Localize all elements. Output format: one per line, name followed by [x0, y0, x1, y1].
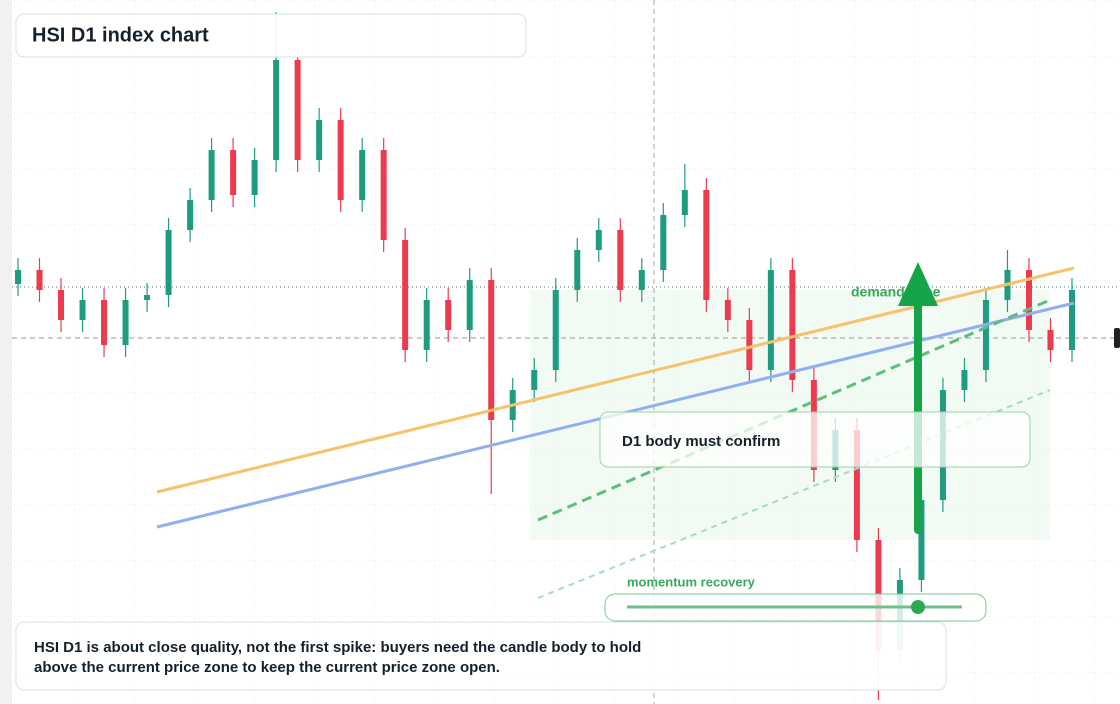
- candle-body: [144, 295, 151, 300]
- callout-text: D1 body must confirm: [622, 433, 780, 450]
- candle-body: [122, 300, 129, 345]
- candle-body: [853, 430, 860, 540]
- candle-body: [1047, 330, 1054, 350]
- candle-body: [165, 230, 172, 295]
- candle-body: [359, 150, 366, 200]
- candle-body: [918, 500, 925, 580]
- candle-body: [187, 200, 194, 230]
- candle-body: [445, 300, 452, 330]
- candle-body: [961, 370, 968, 390]
- candle-body: [79, 300, 86, 320]
- arrow-head: [898, 262, 938, 306]
- slider-knob: [911, 600, 925, 614]
- candle-body: [595, 230, 602, 250]
- candle-body: [208, 150, 215, 200]
- callout-box: [599, 411, 1031, 468]
- candle-body: [638, 270, 645, 290]
- candle-body: [767, 270, 774, 370]
- candle-body: [316, 120, 323, 160]
- candle-body: [1069, 290, 1075, 350]
- candle-body: [789, 270, 796, 380]
- candle-body: [681, 190, 688, 215]
- candle-body: [982, 300, 989, 370]
- candle-body: [531, 370, 538, 390]
- candle-body: [36, 270, 43, 290]
- candle-body: [552, 290, 559, 370]
- candle-body: [230, 150, 237, 195]
- candle-body: [101, 300, 108, 345]
- edge-icon: [1114, 328, 1120, 348]
- title-box: [15, 13, 527, 58]
- candle-body: [660, 215, 667, 270]
- candle-body: [724, 300, 731, 320]
- chart-title: HSI D1 index chart: [32, 24, 209, 46]
- candle-body: [380, 150, 387, 240]
- candle-body: [574, 250, 581, 290]
- candle-body: [1025, 270, 1032, 330]
- candle-body: [617, 230, 624, 290]
- candle-body: [251, 160, 258, 195]
- slider-label: momentum recovery: [627, 574, 756, 589]
- candle-body: [488, 280, 495, 420]
- caption-box: [15, 621, 947, 691]
- candle-body: [337, 120, 344, 200]
- candle-body: [746, 320, 753, 370]
- candle-body: [466, 280, 473, 330]
- candle-body: [402, 240, 409, 350]
- candle-body: [58, 290, 65, 320]
- candle-body: [703, 190, 710, 300]
- candle-body: [273, 60, 280, 160]
- caption-line: HSI D1 is about close quality, not the f…: [34, 639, 641, 656]
- candle-body: [294, 60, 301, 160]
- left-edge: [0, 0, 12, 704]
- channel-lower: [537, 389, 1051, 599]
- caption-line: above the current price zone to keep the…: [34, 659, 500, 676]
- candle-body: [15, 270, 21, 284]
- candle-body: [423, 300, 430, 350]
- channel-upper: [537, 298, 1051, 522]
